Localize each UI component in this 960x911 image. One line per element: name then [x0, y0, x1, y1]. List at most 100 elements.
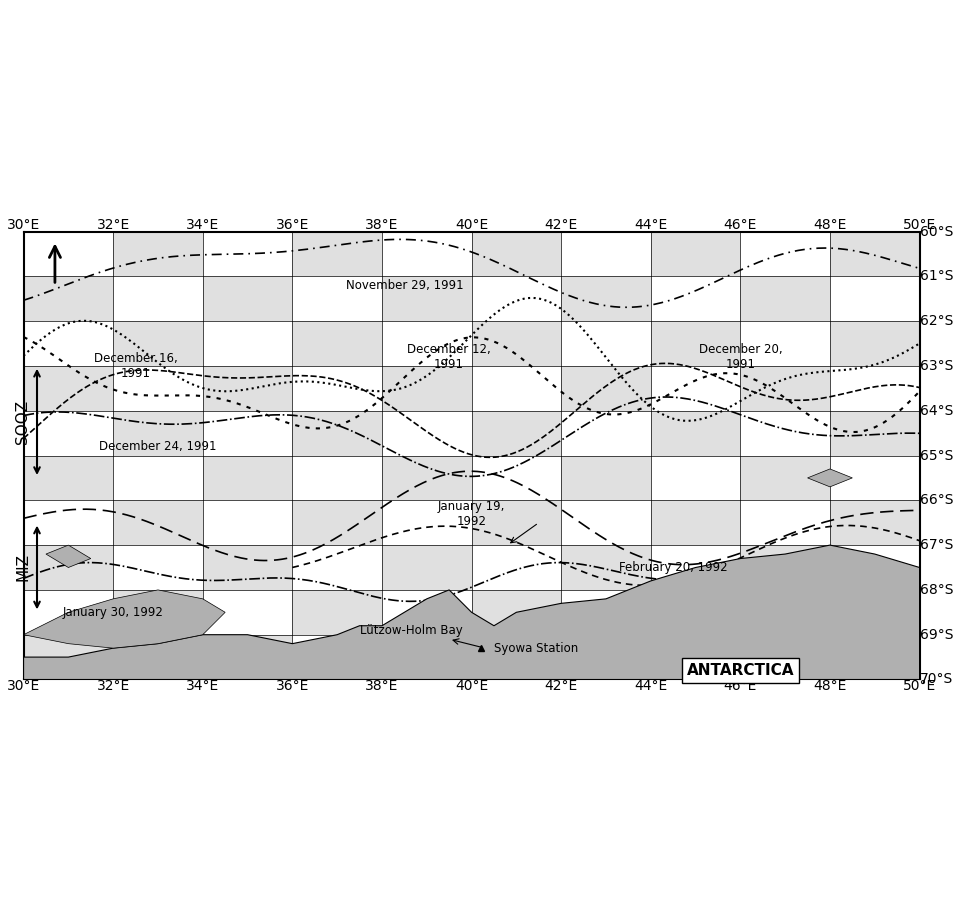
Bar: [562, 456, 651, 500]
Bar: [382, 456, 471, 500]
Bar: [471, 590, 562, 635]
Bar: [562, 635, 651, 680]
Bar: [830, 411, 920, 456]
Bar: [293, 411, 382, 456]
Text: 69°S: 69°S: [920, 628, 953, 641]
Bar: [471, 321, 562, 366]
Bar: [830, 500, 920, 545]
Bar: [651, 500, 740, 545]
Bar: [113, 590, 203, 635]
Text: 67°S: 67°S: [920, 538, 953, 552]
Text: SOOZ: SOOZ: [15, 400, 31, 444]
Bar: [203, 545, 293, 590]
Text: 34°E: 34°E: [186, 218, 220, 231]
Bar: [113, 231, 203, 276]
Bar: [830, 321, 920, 366]
Bar: [113, 321, 203, 366]
Bar: [382, 545, 471, 590]
Bar: [471, 231, 562, 276]
Text: 42°E: 42°E: [544, 680, 578, 693]
Polygon shape: [807, 469, 852, 486]
Bar: [830, 590, 920, 635]
Bar: [203, 276, 293, 321]
Bar: [740, 456, 830, 500]
Bar: [651, 590, 740, 635]
Text: 34°E: 34°E: [186, 680, 220, 693]
Text: 44°E: 44°E: [635, 218, 667, 231]
Polygon shape: [24, 590, 226, 648]
Text: 60°S: 60°S: [920, 224, 953, 239]
Bar: [740, 635, 830, 680]
Text: 36°E: 36°E: [276, 680, 309, 693]
Bar: [562, 545, 651, 590]
Text: 48°E: 48°E: [813, 680, 847, 693]
Bar: [382, 635, 471, 680]
Text: 63°S: 63°S: [920, 359, 953, 373]
Bar: [24, 366, 113, 411]
Text: 46°E: 46°E: [724, 218, 757, 231]
Text: 61°S: 61°S: [920, 270, 953, 283]
Bar: [24, 456, 113, 500]
Text: 65°S: 65°S: [920, 448, 953, 463]
Text: 40°E: 40°E: [455, 680, 489, 693]
Text: 44°E: 44°E: [635, 680, 667, 693]
Text: 38°E: 38°E: [365, 680, 398, 693]
Text: 64°S: 64°S: [920, 404, 953, 418]
Bar: [562, 366, 651, 411]
Text: MIZ: MIZ: [15, 554, 31, 581]
Bar: [293, 500, 382, 545]
Text: Syowa Station: Syowa Station: [494, 641, 578, 655]
Bar: [203, 366, 293, 411]
Bar: [740, 545, 830, 590]
Text: December 12,
1991: December 12, 1991: [407, 343, 491, 371]
Bar: [471, 500, 562, 545]
Text: 48°E: 48°E: [813, 218, 847, 231]
Text: 46°E: 46°E: [724, 680, 757, 693]
Bar: [740, 366, 830, 411]
Bar: [471, 411, 562, 456]
Text: Lützow-Holm Bay: Lützow-Holm Bay: [360, 624, 463, 637]
Text: 50°E: 50°E: [903, 680, 936, 693]
Text: 40°E: 40°E: [455, 218, 489, 231]
Polygon shape: [46, 545, 91, 568]
Text: 70°S: 70°S: [920, 672, 953, 687]
Text: 36°E: 36°E: [276, 218, 309, 231]
Text: 62°S: 62°S: [920, 314, 953, 328]
Text: 66°S: 66°S: [920, 493, 953, 507]
Bar: [740, 276, 830, 321]
Bar: [651, 321, 740, 366]
Text: January 30, 1992: January 30, 1992: [62, 606, 163, 619]
Text: 68°S: 68°S: [920, 583, 953, 597]
Bar: [830, 231, 920, 276]
Text: December 24, 1991: December 24, 1991: [99, 440, 217, 453]
Bar: [24, 276, 113, 321]
Bar: [651, 231, 740, 276]
Text: February 20, 1992: February 20, 1992: [619, 561, 728, 574]
Text: November 29, 1991: November 29, 1991: [346, 279, 463, 292]
Text: 32°E: 32°E: [97, 218, 130, 231]
Bar: [293, 321, 382, 366]
Polygon shape: [24, 545, 920, 680]
Text: 42°E: 42°E: [544, 218, 578, 231]
Text: 30°E: 30°E: [7, 680, 40, 693]
Text: December 16,
1991: December 16, 1991: [94, 352, 178, 380]
Bar: [203, 635, 293, 680]
Bar: [293, 590, 382, 635]
Bar: [382, 276, 471, 321]
Bar: [562, 276, 651, 321]
Bar: [113, 411, 203, 456]
Bar: [651, 411, 740, 456]
Text: 32°E: 32°E: [97, 680, 130, 693]
Bar: [24, 545, 113, 590]
Bar: [113, 500, 203, 545]
Bar: [382, 366, 471, 411]
Text: 38°E: 38°E: [365, 218, 398, 231]
Bar: [203, 456, 293, 500]
Text: December 20,
1991: December 20, 1991: [699, 343, 782, 371]
Text: ANTARCTICA: ANTARCTICA: [686, 663, 794, 678]
Text: January 19,
1992: January 19, 1992: [438, 500, 505, 527]
Text: 30°E: 30°E: [7, 218, 40, 231]
Text: 50°E: 50°E: [903, 218, 936, 231]
Bar: [293, 231, 382, 276]
Bar: [24, 635, 113, 680]
